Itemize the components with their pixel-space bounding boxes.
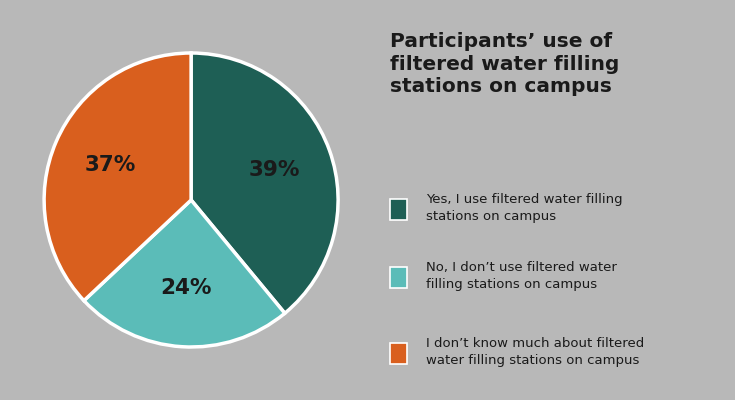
Text: Yes, I use filtered water filling
stations on campus: Yes, I use filtered water filling statio… bbox=[426, 193, 623, 223]
FancyBboxPatch shape bbox=[390, 342, 407, 364]
Wedge shape bbox=[191, 53, 338, 313]
Text: 37%: 37% bbox=[85, 155, 136, 175]
Text: Participants’ use of
filtered water filling
stations on campus: Participants’ use of filtered water fill… bbox=[390, 32, 619, 96]
Text: 39%: 39% bbox=[248, 160, 300, 180]
Text: I don’t know much about filtered
water filling stations on campus: I don’t know much about filtered water f… bbox=[426, 337, 644, 367]
FancyBboxPatch shape bbox=[390, 198, 407, 220]
Text: No, I don’t use filtered water
filling stations on campus: No, I don’t use filtered water filling s… bbox=[426, 261, 617, 291]
FancyBboxPatch shape bbox=[390, 266, 407, 288]
Text: 24%: 24% bbox=[160, 278, 211, 298]
Wedge shape bbox=[44, 53, 191, 301]
Wedge shape bbox=[84, 200, 284, 347]
